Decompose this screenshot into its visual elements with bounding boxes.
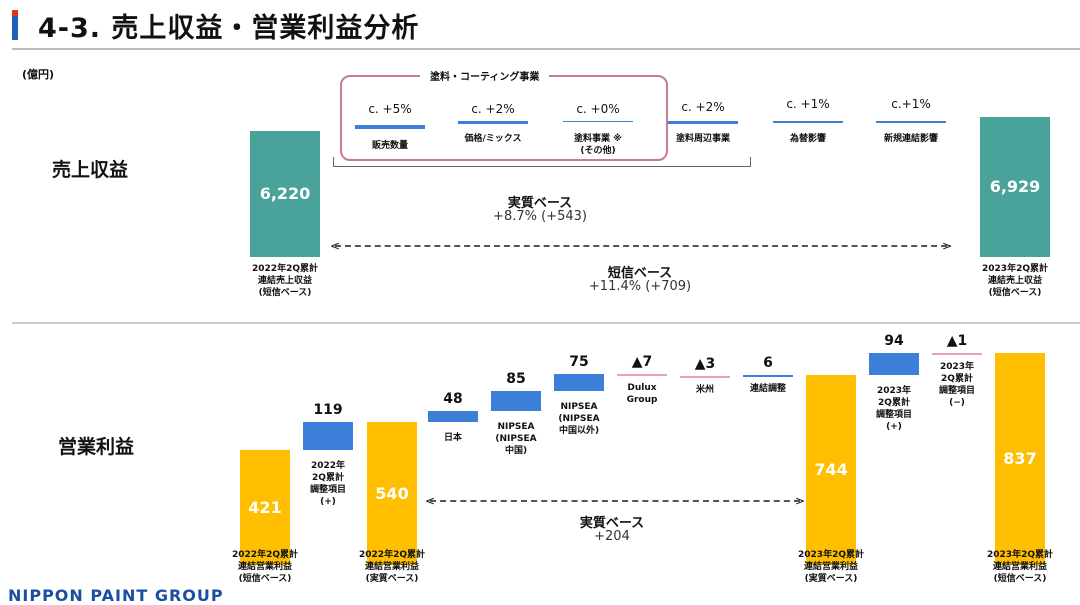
profit-increase-bar xyxy=(554,373,604,392)
profit-increase-bar xyxy=(869,352,919,375)
revenue-bar-value: 6,220 xyxy=(259,184,311,203)
driver-line xyxy=(458,121,528,124)
driver-pct: c.+1% xyxy=(891,97,931,111)
profit-total-bar: 837 xyxy=(995,353,1045,565)
revenue-bar-value: 6,929 xyxy=(989,177,1041,196)
driver-line xyxy=(668,121,738,124)
profit-delta-value: 6 xyxy=(763,354,773,371)
arrow-right-icon: > xyxy=(942,239,953,253)
profit-delta-value: ▲3 xyxy=(694,355,716,372)
revenue-tanshin-basis-value: +11.4% (+709) xyxy=(588,279,692,294)
revenue-real-basis-label: 実質ベース xyxy=(507,196,573,211)
profit-delta-value: 48 xyxy=(443,391,463,408)
profit-delta-value: 85 xyxy=(506,371,526,388)
driver-label: 価格/ミックス xyxy=(464,134,522,144)
profit-decrease-bar xyxy=(932,352,982,355)
driver-label: 塗料周辺事業 xyxy=(675,134,730,144)
profit-bar-value: 744 xyxy=(814,459,848,479)
driver-pct: c. +0% xyxy=(576,102,620,116)
profit-bar-value: 837 xyxy=(1003,449,1037,469)
profit-bar-label: 2023年2Q累計 連結営業利益 (実質ベース) xyxy=(798,550,864,584)
revenue-real-basis-value: +8.7% (+543) xyxy=(493,209,587,224)
profit-bar-label: 2022年2Q累計 連結営業利益 (実質ベース) xyxy=(359,550,425,584)
profit-bar-label: 2023年2Q累計 連結営業利益 (短信ベース) xyxy=(987,550,1053,584)
revenue-bar-label: 2023年2Q累計 連結売上収益 (短信ベース) xyxy=(982,264,1048,298)
profit-section-title: 営業利益 xyxy=(58,436,135,458)
driver-line xyxy=(563,121,633,122)
arrow-right-icon: > xyxy=(795,494,806,508)
driver-line xyxy=(876,121,946,123)
revenue-bar-label: 2022年2Q累計 連結売上収益 (短信ベース) xyxy=(252,264,318,298)
bracket xyxy=(333,157,751,167)
coatings-group-label: 塗料・コーティング事業 xyxy=(420,68,550,83)
driver-label: 販売数量 xyxy=(371,141,408,151)
driver-pct: c. +1% xyxy=(786,97,830,111)
profit-increase-bar xyxy=(491,391,541,412)
profit-delta-value: ▲1 xyxy=(946,332,968,349)
driver-pct: c. +2% xyxy=(681,100,725,114)
profit-increase-bar xyxy=(743,374,793,377)
profit-delta-label: 米州 xyxy=(695,384,714,395)
revenue-bar-start: 6,220 xyxy=(250,131,320,257)
revenue-dashed-arrow xyxy=(335,245,947,247)
profit-delta-label: NIPSEA (NIPSEA 中国以外) xyxy=(558,402,600,437)
profit-increase-bar xyxy=(428,411,478,423)
driver-label: 為替影響 xyxy=(789,134,826,144)
driver-line xyxy=(773,121,843,123)
driver-line xyxy=(355,125,425,129)
profit-bar-value: 540 xyxy=(375,483,409,503)
profit-delta-value: 94 xyxy=(884,332,904,349)
unit-label: (億円) xyxy=(22,68,55,81)
driver-label: 塗料事業 ※ (その他) xyxy=(574,134,622,156)
revenue-section-title: 売上収益 xyxy=(52,159,129,181)
profit-delta-value: 119 xyxy=(313,402,343,419)
profit-total-bar: 540 xyxy=(367,422,417,565)
profit-decrease-bar xyxy=(617,373,667,376)
profit-delta-label: NIPSEA (NIPSEA 中国) xyxy=(495,422,537,457)
title-rule xyxy=(12,48,1080,50)
profit-delta-value: ▲7 xyxy=(631,353,653,370)
profit-delta-label: 2023年 2Q累計 調整項目 (−) xyxy=(938,361,975,408)
page-title: 4-3. 売上収益・営業利益分析 xyxy=(38,13,420,44)
title-marker xyxy=(12,10,18,40)
profit-decrease-bar xyxy=(680,375,730,378)
driver-label: 新規連結影響 xyxy=(883,134,938,144)
profit-delta-label: 2022年 2Q累計 調整項目 (+) xyxy=(309,461,346,508)
profit-delta-label: 連結調整 xyxy=(749,383,786,394)
arrow-left-icon: < xyxy=(425,494,436,508)
profit-increase-bar xyxy=(303,422,353,451)
driver-pct: c. +5% xyxy=(368,102,412,116)
profit-dashed-arrow xyxy=(430,500,800,502)
profit-delta-value: 75 xyxy=(569,353,589,370)
arrow-left-icon: < xyxy=(330,239,341,253)
revenue-tanshin-basis-label: 短信ベース xyxy=(607,266,673,281)
profit-total-bar: 744 xyxy=(806,374,856,565)
profit-delta-label: 日本 xyxy=(443,433,462,444)
driver-pct: c. +2% xyxy=(471,102,515,116)
profit-total-bar: 421 xyxy=(240,450,290,565)
profit-bar-value: 421 xyxy=(248,497,282,517)
profit-real-basis-label: 実質ベース xyxy=(579,516,645,531)
section-divider xyxy=(12,322,1080,324)
profit-real-basis-value: +204 xyxy=(594,529,630,544)
profit-delta-label: 2023年 2Q累計 調整項目 (+) xyxy=(875,385,912,432)
profit-bar-label: 2022年2Q累計 連結営業利益 (短信ベース) xyxy=(232,550,298,584)
profit-delta-label: Dulux Group xyxy=(626,382,658,405)
revenue-bar-end: 6,929 xyxy=(980,117,1050,257)
